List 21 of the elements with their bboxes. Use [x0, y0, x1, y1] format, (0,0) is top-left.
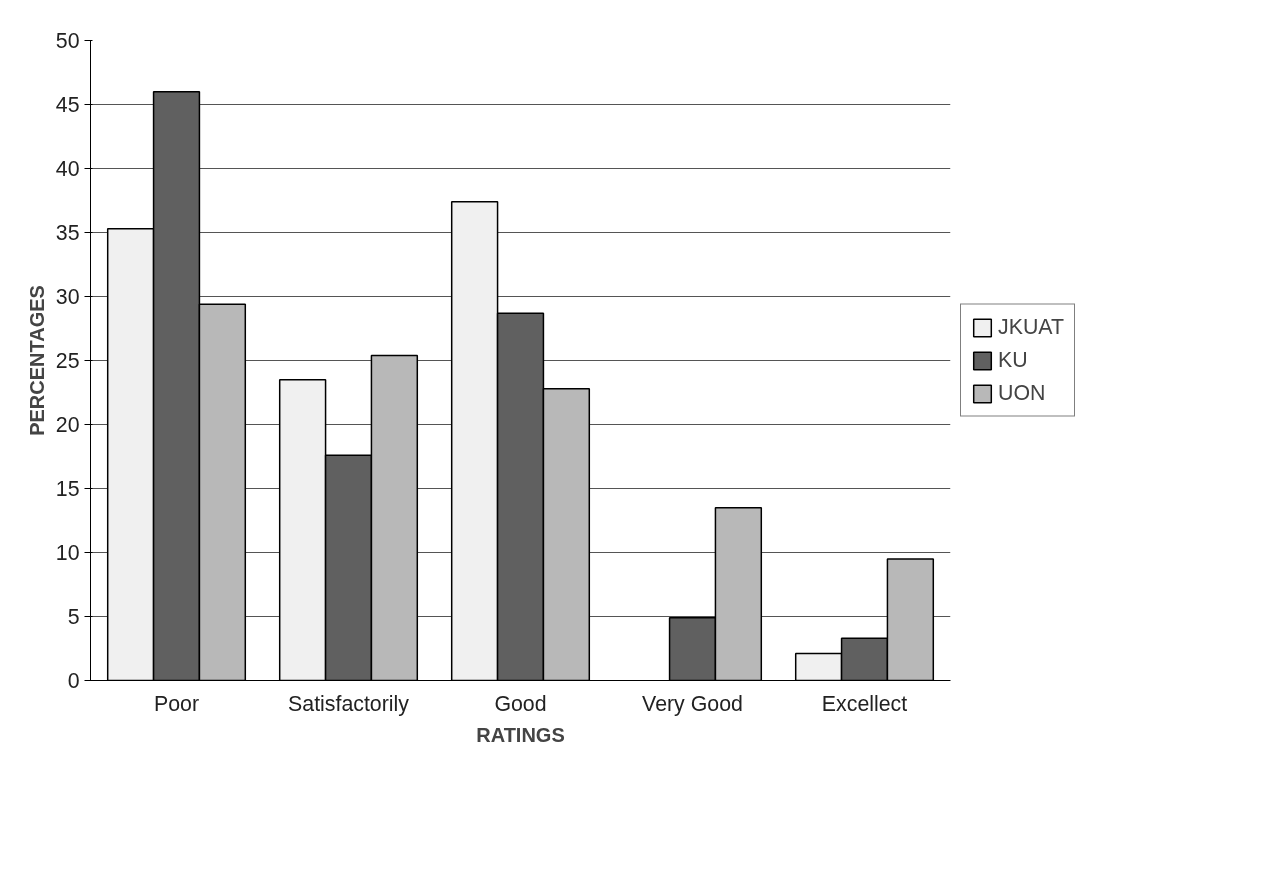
y-tick-label: 35	[55, 221, 80, 245]
legend-label: KU	[998, 347, 1028, 373]
y-tick-label: 0	[67, 669, 80, 693]
x-tick-label: Satisfactorily	[288, 691, 410, 716]
y-tick-label: 45	[55, 93, 80, 117]
x-tick-label: Very Good	[642, 691, 743, 716]
legend-label: JKUAT	[998, 314, 1064, 340]
y-tick-label: 20	[55, 413, 80, 437]
x-tick-label: Good	[494, 691, 547, 716]
y-tick-label: 5	[67, 605, 80, 629]
y-tick-label: 10	[55, 541, 80, 565]
y-tick-label: 30	[55, 285, 80, 309]
legend-label: UON	[998, 380, 1046, 406]
y-tick-label: 50	[55, 29, 80, 53]
x-tick-label: Poor	[153, 691, 200, 716]
y-tick-label: 40	[55, 157, 80, 181]
x-tick-label: Excellect	[821, 691, 908, 716]
y-tick-label: 25	[55, 349, 80, 373]
y-tick-label: 15	[55, 477, 80, 501]
y-axis-title: PERCENTAGES	[25, 285, 48, 436]
x-axis-title: RATINGS	[476, 723, 565, 746]
